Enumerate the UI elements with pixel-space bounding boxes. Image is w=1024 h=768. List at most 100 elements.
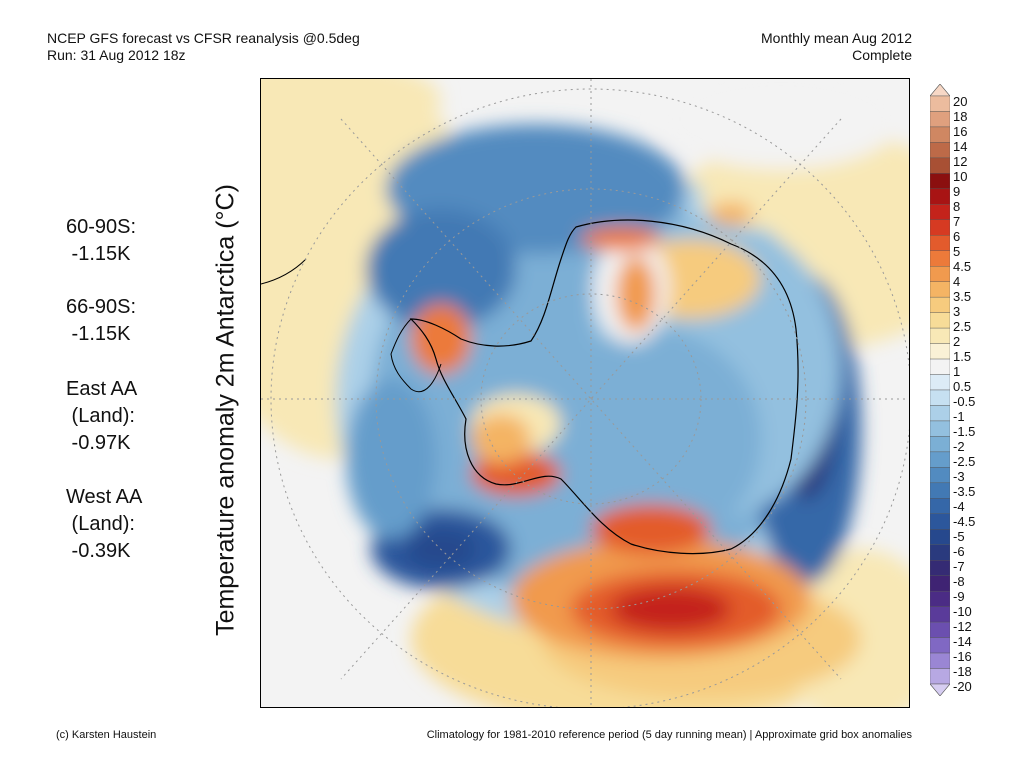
colorbar-tick-label: -10	[953, 603, 972, 619]
colorbar-tick-label: -6	[953, 543, 965, 559]
colorbar-tick-label: -3.5	[953, 483, 976, 499]
colorbar-swatch	[930, 111, 950, 128]
colorbar-tick-label: -1	[953, 408, 965, 424]
colorbar-tick-label: 6	[953, 228, 961, 244]
colorbar-swatch	[930, 296, 950, 313]
colorbar-tick-label: -14	[953, 633, 972, 649]
colorbar-swatch	[930, 374, 950, 391]
colorbar-tick-label: -0.5	[953, 393, 976, 409]
colorbar-swatch	[930, 126, 950, 143]
colorbar-tick-label: -5	[953, 528, 965, 544]
colorbar-bottom-arrow	[930, 683, 950, 696]
stat-west-aa: West AA (Land): -0.39K	[66, 486, 143, 562]
graticule	[261, 79, 909, 707]
colorbar-swatch	[930, 235, 950, 251]
colorbar-tick-label: 2.5	[953, 318, 972, 334]
header-left: NCEP GFS forecast vs CFSR reanalysis @0.…	[47, 30, 360, 64]
colorbar-tick-label: 12	[953, 153, 968, 169]
colorbar-swatch	[930, 405, 950, 422]
colorbar-tick-label: 3	[953, 303, 961, 319]
colorbar-tick-label: 10	[953, 168, 968, 184]
colorbar-tick-label: 3.5	[953, 288, 972, 304]
colorbar-swatch	[930, 266, 950, 282]
colorbar-swatch	[930, 513, 950, 530]
colorbar-swatch	[930, 529, 950, 545]
colorbar-swatch	[930, 590, 950, 607]
colorbar-tick-label: -4	[953, 498, 965, 514]
colorbar-swatch	[930, 312, 950, 329]
colorbar-swatch	[930, 544, 950, 561]
colorbar-tick-label: -9	[953, 588, 965, 604]
south-america-coastline	[261, 258, 307, 285]
chart-title: NCEP GFS forecast vs CFSR reanalysis @0.…	[47, 30, 360, 46]
colorbar-tick-label: 9	[953, 183, 961, 199]
colorbar-tick-label: 2	[953, 333, 961, 349]
colorbar-tick-label: 14	[953, 138, 968, 154]
axis-label: Temperature anomaly 2m Antarctica (°C)	[211, 184, 240, 636]
colorbar-swatch	[930, 621, 950, 638]
antarctica-coastline	[409, 219, 799, 555]
colorbar-tick-label: -3	[953, 468, 965, 484]
colorbar-swatch	[930, 358, 950, 375]
colorbar-tick-label: -2.5	[953, 453, 976, 469]
colorbar-tick-label: -18	[953, 663, 972, 679]
stat-60-90s: 60-90S: -1.15K	[66, 216, 137, 265]
colorbar-swatch	[930, 420, 950, 437]
colorbar-tick-label: -20	[953, 678, 972, 694]
colorbar-tick-label: -4.5	[953, 513, 976, 529]
period-label: Monthly mean Aug 2012	[761, 30, 912, 46]
colorbar-tick-label: 8	[953, 198, 961, 214]
colorbar-swatch	[930, 668, 950, 685]
colorbar-swatch	[930, 327, 950, 344]
colorbar-tick-label: 5	[953, 243, 961, 259]
colorbar-tick-label: -8	[953, 573, 965, 589]
header-right: Monthly mean Aug 2012 Complete	[761, 30, 912, 64]
colorbar-swatch	[930, 451, 950, 468]
colorbar-swatch	[930, 188, 950, 205]
colorbar-swatch	[930, 204, 950, 220]
colorbar-swatch	[930, 281, 950, 298]
map-svg	[261, 79, 909, 707]
peninsula-coastline	[390, 318, 442, 392]
colorbar-tick-label: 20	[953, 93, 968, 109]
colorbar-swatch	[930, 95, 950, 112]
anomaly-field	[261, 79, 909, 707]
run-time: Run: 31 Aug 2012 18z	[47, 47, 186, 63]
colorbar-tick-label: -16	[953, 648, 972, 664]
colorbar-swatch	[930, 343, 950, 360]
colorbar-tick-label: 4.5	[953, 258, 972, 274]
colorbar-tick-label: -7	[953, 558, 965, 574]
colorbar-tick-label: 0.5	[953, 378, 972, 394]
colorbar-swatch	[930, 482, 950, 499]
colorbar-swatch	[930, 142, 950, 159]
colorbar-tick-label: 1	[953, 363, 961, 379]
colorbar-swatch	[930, 389, 950, 406]
status-label: Complete	[852, 47, 912, 63]
colorbar-swatch	[930, 652, 950, 669]
colorbar-swatch	[930, 575, 950, 592]
colorbar-swatch	[930, 606, 950, 623]
footer-note: Climatology for 1981-2010 reference peri…	[426, 729, 912, 741]
colorbar-tick-label: -2	[953, 438, 965, 454]
stat-east-aa: East AA (Land): -0.97K	[66, 378, 138, 454]
colorbar-tick-label: 18	[953, 108, 968, 124]
footer-credit: (c) Karsten Haustein	[56, 729, 157, 741]
colorbar-swatch	[930, 250, 950, 267]
colorbar-swatch	[930, 498, 950, 514]
stat-66-90s: 66-90S: -1.15K	[66, 296, 137, 345]
colorbar-swatch	[930, 467, 950, 484]
colorbar-tick-label: 1.5	[953, 348, 972, 364]
colorbar-top-arrow	[930, 84, 950, 97]
colorbar-swatch	[930, 436, 950, 453]
colorbar-swatch	[930, 637, 950, 654]
colorbar-tick-label: -12	[953, 618, 972, 634]
colorbar-swatch	[930, 157, 950, 174]
colorbar-swatch	[930, 219, 950, 236]
colorbar-tick-label: 16	[953, 123, 968, 139]
anomaly-map	[260, 78, 910, 708]
colorbar-swatch	[930, 560, 950, 576]
colorbar-tick-label: 7	[953, 213, 961, 229]
colorbar-tick-label: -1.5	[953, 423, 976, 439]
colorbar	[930, 84, 950, 696]
colorbar-tick-label: 4	[953, 273, 961, 289]
